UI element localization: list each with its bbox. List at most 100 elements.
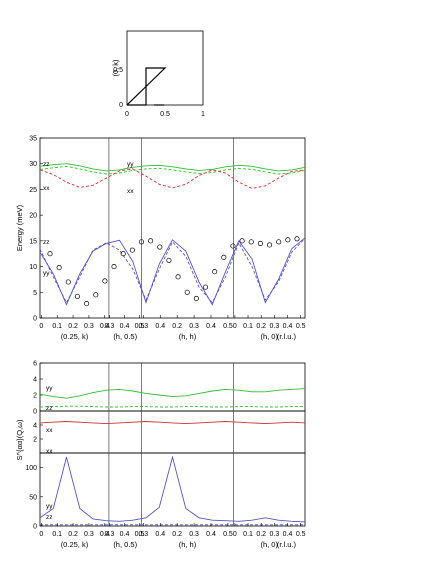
energy-ytick-label: 5 <box>33 290 37 297</box>
label-zz-top-intensity: zz <box>46 405 53 412</box>
intensity-xtick-label: 0.5 <box>223 531 233 538</box>
energy-xtick-label: 0.2 <box>172 323 182 330</box>
energy-unit-label: (r.l.u.) <box>277 332 297 341</box>
energy-segment-label: (0.25, k) <box>61 332 89 341</box>
energy-xtick-label: 0.2 <box>68 323 78 330</box>
energy-markers <box>47 236 300 307</box>
energy-series-line <box>39 168 306 189</box>
inset-path-arrows <box>126 67 167 106</box>
intensity-xtick-label: 0 <box>233 531 237 538</box>
energy-series-line <box>39 237 306 306</box>
intensity-xtick-label: 0.2 <box>172 531 182 538</box>
energy-segment-label: (h, 0) <box>260 332 278 341</box>
energy-series-line <box>39 165 306 175</box>
energy-data-point <box>120 251 126 257</box>
energy-ytick-label: 0 <box>33 316 37 323</box>
energy-xtick-label: 0.5 <box>135 323 145 330</box>
intensity-unit-label: (r.l.u.) <box>277 540 297 549</box>
energy-xtick-label: 0.4 <box>100 323 110 330</box>
energy-xtick-label: 0.3 <box>138 323 148 330</box>
energy-data-point <box>193 295 199 302</box>
energy-xtick-label: 0.5 <box>223 323 233 330</box>
energy-data-point <box>93 292 99 298</box>
energy-data-point <box>84 301 90 307</box>
inset-xtick: 0 <box>125 111 129 118</box>
intensity-ytick-label: 0 <box>33 409 37 416</box>
energy-data-point <box>175 274 181 280</box>
energy-ytick-label: 30 <box>29 161 37 168</box>
energy-data-point <box>202 284 209 290</box>
energy-series <box>39 163 306 306</box>
energy-data-point <box>166 257 172 263</box>
intensity-xtick-label: 0.1 <box>243 531 253 538</box>
energy-xtick-label: 0.4 <box>120 323 130 330</box>
intensity-xtick-label: 0.2 <box>256 531 266 538</box>
intensity-xtick-label: 0.3 <box>105 531 115 538</box>
intensity-segment-label: (h, 0.5) <box>113 540 137 549</box>
intensity-xtick-label: 0.4 <box>120 531 130 538</box>
energy-data-point <box>47 251 53 257</box>
energy-xtick-label: 0.4 <box>283 323 293 330</box>
energy-xtick-label: 0.3 <box>84 323 94 330</box>
intensity-mid-ytick-label: 2 <box>33 437 37 444</box>
energy-ytick-label: 20 <box>29 213 37 220</box>
intensity-mid-ytick-label: 4 <box>33 423 37 430</box>
energy-data-point <box>138 239 145 245</box>
energy-ytick-label: 35 <box>29 136 37 143</box>
intensity-mid-frame <box>39 410 306 454</box>
label-xx-left: xx <box>43 185 50 192</box>
label-yy-bottom: yy <box>43 270 50 277</box>
energy-data-point <box>157 244 163 250</box>
energy-xtick-label: 0.3 <box>270 323 280 330</box>
intensity-segment-label: (h, h) <box>179 540 197 549</box>
energy-data-point <box>74 293 80 299</box>
intensity-xtick-label: 0.3 <box>189 531 199 538</box>
intensity-xtick-label: 0.5 <box>296 531 306 538</box>
energy-data-point <box>129 247 135 253</box>
inset-ytick: 0.5 <box>113 67 123 74</box>
energy-xtick-label: 0.2 <box>256 323 266 330</box>
intensity-xtick-label: 0.4 <box>206 531 216 538</box>
energy-data-point <box>56 265 62 271</box>
energy-data-point <box>102 278 108 284</box>
energy-data-point <box>230 243 236 249</box>
intensity-xtick-label: 0.4 <box>283 531 293 538</box>
intensity-yy-peak-line <box>39 455 306 523</box>
energy-xtick-label: 0 <box>39 323 43 330</box>
energy-xtick-label: 0 <box>233 323 237 330</box>
inset-ylabel: (0, k) <box>111 59 120 77</box>
energy-xtick-label: 0.1 <box>243 323 253 330</box>
intensity-bottom-frame <box>39 452 306 527</box>
inset-path-line <box>126 67 167 106</box>
energy-data-point <box>148 238 154 244</box>
energy-data-point <box>276 239 282 245</box>
intensity-segment-dividers <box>108 363 234 526</box>
intensity-top-frame <box>39 362 306 412</box>
label-zz-bottom: zz <box>43 239 50 246</box>
intensity-zz-line <box>39 405 305 408</box>
energy-xtick-label: 0.4 <box>155 323 165 330</box>
energy-series-line <box>39 163 306 172</box>
energy-frame <box>39 137 306 319</box>
intensity-bottom-ytick-label: 100 <box>25 465 37 472</box>
inset-xtick: 1 <box>201 111 205 118</box>
label-xx-mid: xx <box>127 188 134 195</box>
energy-series-line <box>39 237 306 304</box>
energy-xtick-label: 0.3 <box>189 323 199 330</box>
inset-frame <box>126 30 204 106</box>
label-xx-low-intensity: xx <box>46 448 53 455</box>
energy-data-point <box>257 240 263 246</box>
intensity-xtick-label: 0.2 <box>68 531 78 538</box>
energy-data-point <box>248 239 254 245</box>
energy-xtick-label: 0.5 <box>296 323 306 330</box>
energy-segment-label: (h, 0.5) <box>113 332 137 341</box>
label-yy-bottom-intensity: yy <box>46 503 53 510</box>
energy-ytick-label: 25 <box>29 187 37 194</box>
intensity-xtick-label: 0.3 <box>138 531 148 538</box>
energy-data-point <box>267 242 273 248</box>
energy-data-point <box>294 236 300 242</box>
label-xx-mid-intensity: xx <box>46 427 53 434</box>
intensity-xx-line <box>39 421 306 425</box>
energy-xticks: 0 0.1 0.2 0.3 0.4(0.25, k)0.3 0.4 0.5(h, 0.5)0… <box>39 315 306 341</box>
